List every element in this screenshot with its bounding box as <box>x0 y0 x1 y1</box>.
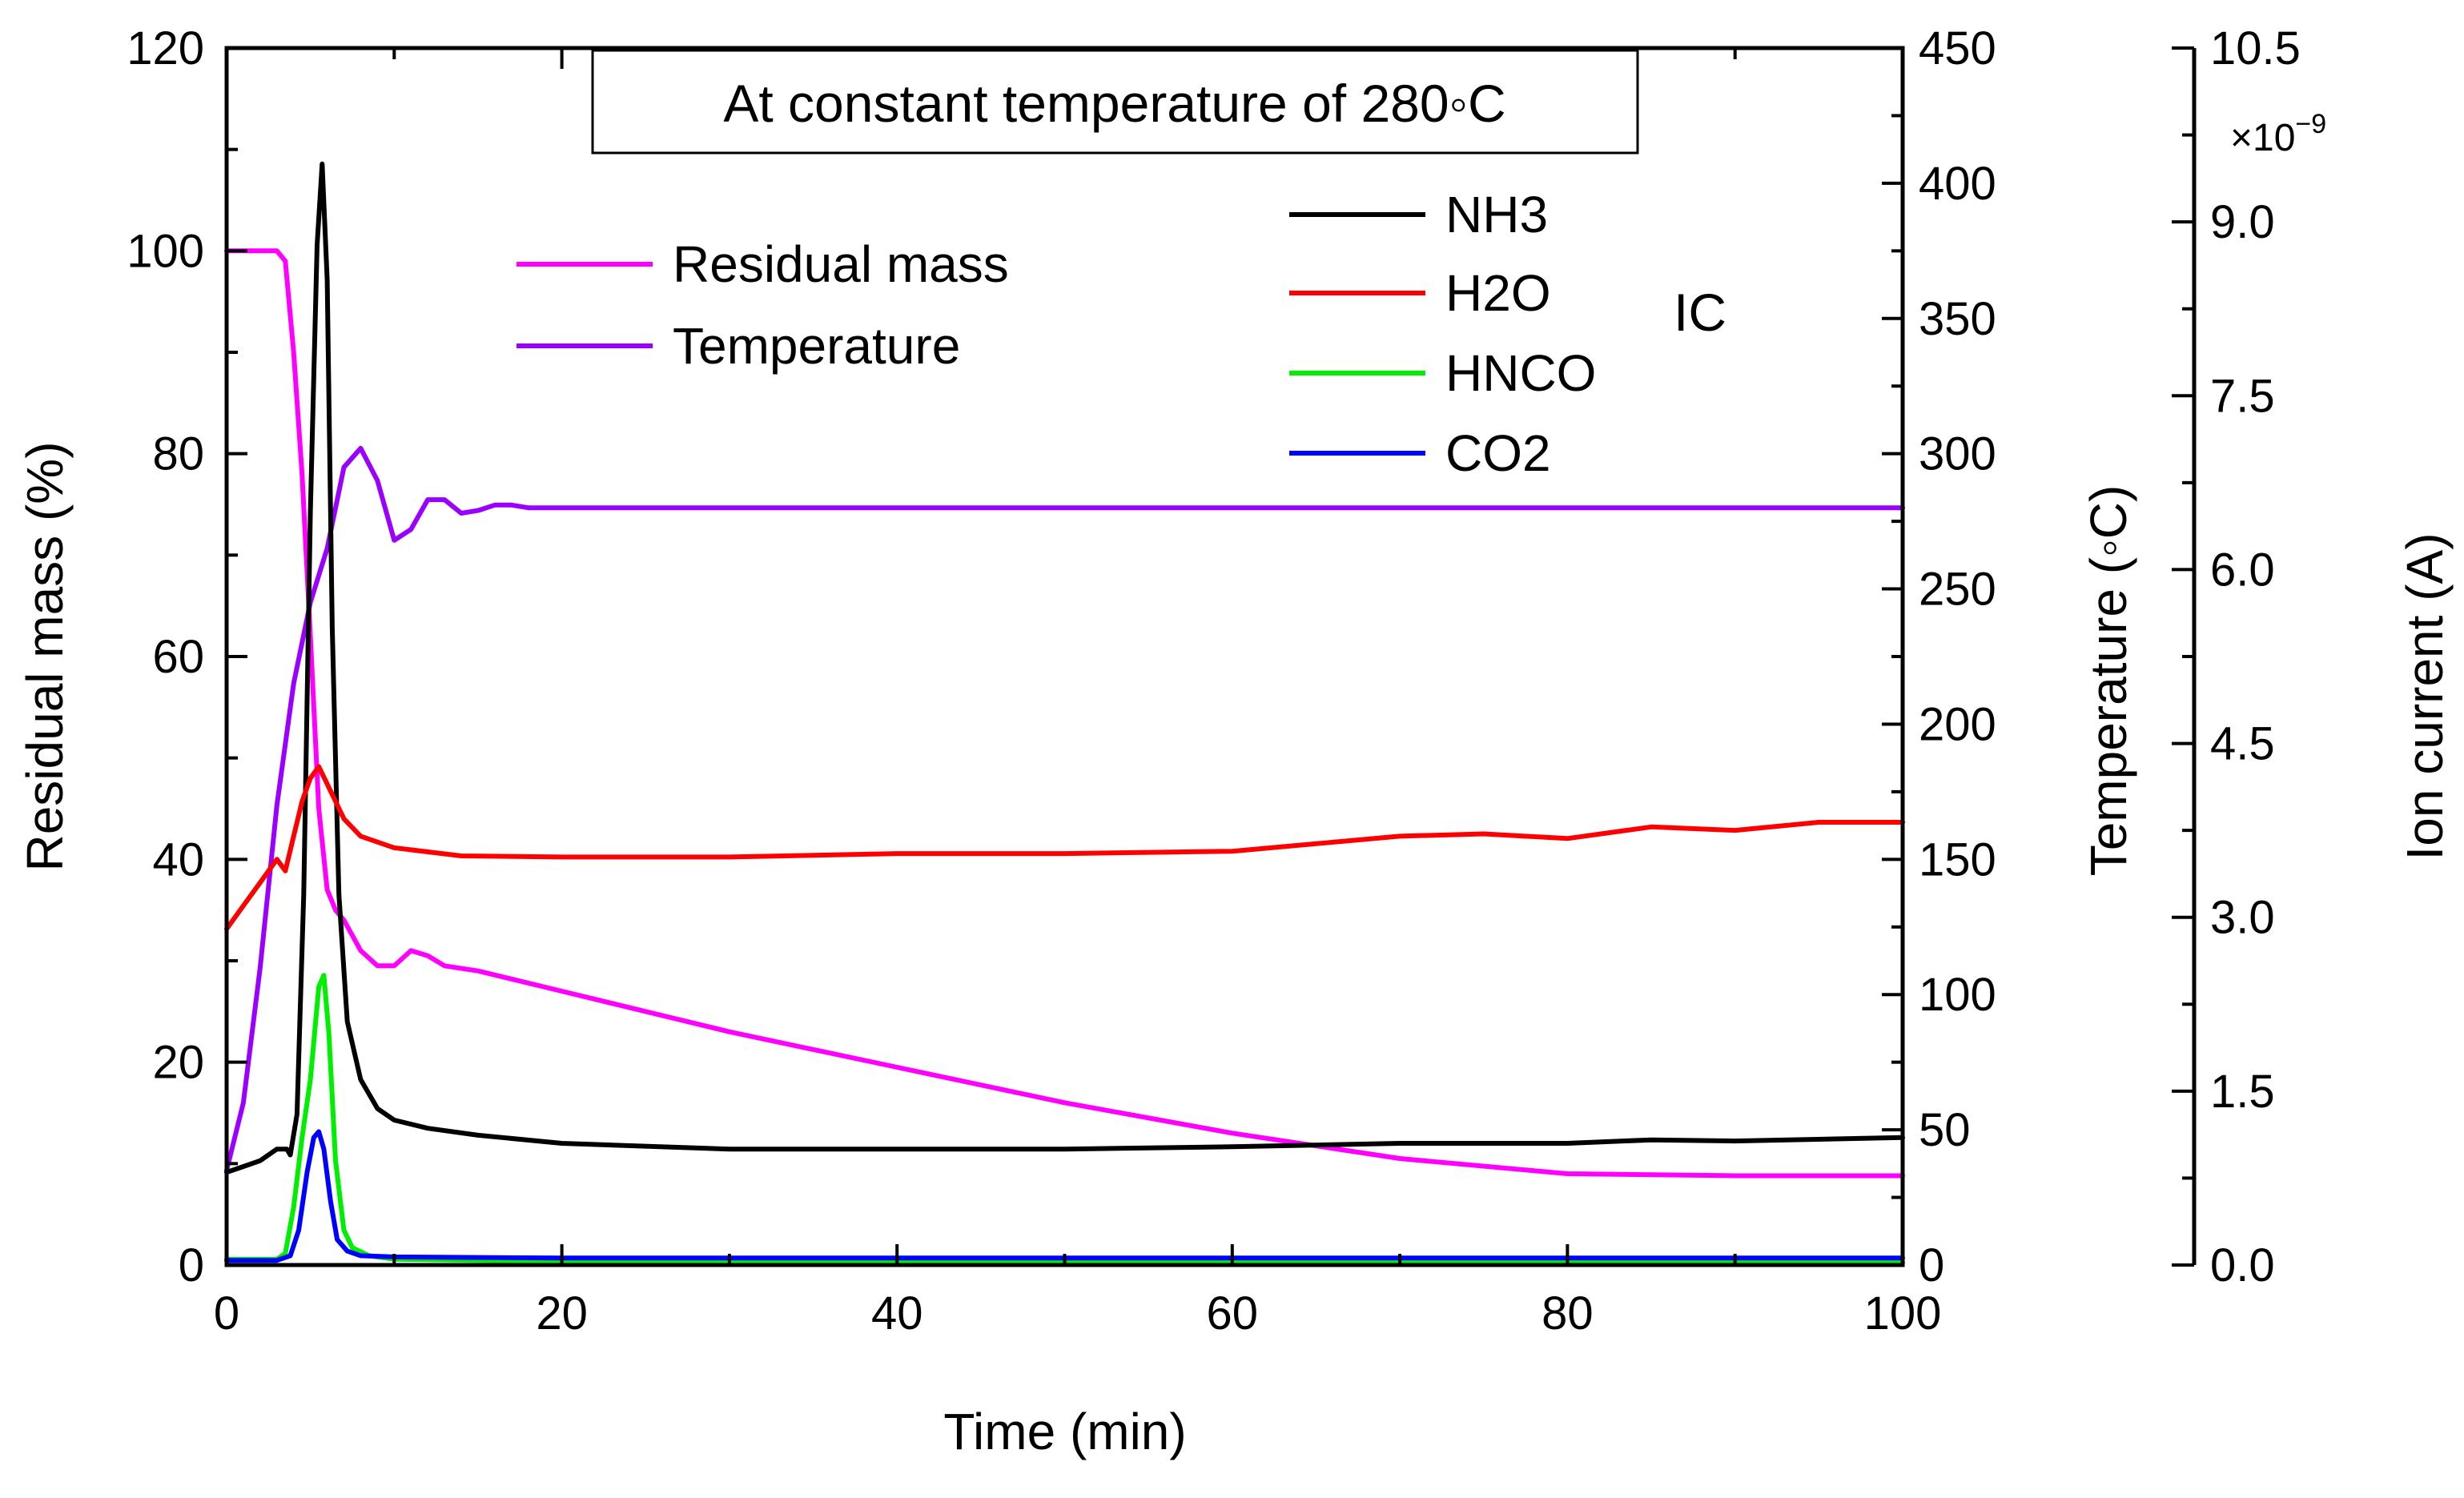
y-tick-label-temperature: 450 <box>1919 22 1996 74</box>
legend-label-hnco: HNCO <box>1445 344 1596 402</box>
legend-label-h2o: H2O <box>1445 264 1551 322</box>
x-tick-label: 0 <box>214 1287 239 1339</box>
plot-frame <box>224 46 1905 1267</box>
series-line-hnco <box>224 973 1905 1266</box>
y-tick-label-mass: 0 <box>179 1239 204 1291</box>
axes: 0 20 40 60 80 1000204060801001200501001502002… <box>127 22 2301 1339</box>
x-tick-label: 20 <box>536 1287 588 1339</box>
y-tick-label-temperature: 150 <box>1919 833 1996 886</box>
y-tick-label-mass: 60 <box>152 631 204 683</box>
plot-series <box>224 161 1905 1266</box>
annotation-box <box>591 49 1639 155</box>
y-tick-label-ion: 10.5 <box>2210 22 2301 74</box>
ion-multiplier-base: ×10 <box>2230 117 2295 159</box>
y-tick-label-temperature: 400 <box>1919 158 1996 210</box>
legend-label-co2: CO2 <box>1445 424 1551 482</box>
legend-label-residual-mass: Residual mass <box>673 235 1009 293</box>
y-tick-label-ion: 0.0 <box>2210 1239 2275 1291</box>
y-tick-label-ion: 6.0 <box>2210 544 2275 596</box>
series-line-h2o <box>224 764 1905 932</box>
y-tick-label-ion: 4.5 <box>2210 718 2275 770</box>
y-tick-label-ion: 1.5 <box>2210 1066 2275 1118</box>
y-tick-label-ion: 3.0 <box>2210 892 2275 944</box>
legend-left: Residual mass Temperature <box>517 235 1009 375</box>
y-tick-label-temperature: 300 <box>1919 428 1996 480</box>
y-tick-label-temperature: 0 <box>1919 1239 1944 1291</box>
series-line-temperature <box>224 445 1905 1173</box>
series-line-residual-mass <box>224 248 1905 1179</box>
x-tick-label: 40 <box>871 1287 923 1339</box>
x-tick-label: 100 <box>1864 1287 1942 1339</box>
ion-multiplier-exponent: −9 <box>2295 109 2326 139</box>
y-tick-label-temperature: 350 <box>1919 293 1996 345</box>
y-axis-title-mass: Residual mass (%) <box>16 441 74 871</box>
annotation-text: At constant temperature of 280◦C <box>723 74 1505 133</box>
x-tick-label: 60 <box>1207 1287 1259 1339</box>
y-tick-label-mass: 100 <box>127 225 204 277</box>
y-tick-label-mass: 120 <box>127 22 204 74</box>
y-axis-title-ion: Ion current (A) <box>2396 532 2454 860</box>
series-line-co2 <box>224 1129 1905 1263</box>
legend-right: NH3 H2O HNCO CO2 <box>1289 186 1596 482</box>
y-tick-label-temperature: 100 <box>1919 969 1996 1021</box>
y-tick-label-mass: 20 <box>152 1037 204 1089</box>
y-tick-label-mass: 40 <box>152 833 204 886</box>
legend-label-temperature: Temperature <box>673 317 960 375</box>
y-axis-title-temperature: Temperature (◦C) <box>2080 485 2137 877</box>
y-tick-label-temperature: 250 <box>1919 564 1996 616</box>
series-line-nh3 <box>224 161 1905 1175</box>
ion-multiplier: ×10−9 <box>2230 109 2326 159</box>
y-tick-label-temperature: 200 <box>1919 698 1996 750</box>
y-tick-label-mass: 80 <box>152 428 204 480</box>
y-tick-label-ion: 7.5 <box>2210 370 2275 422</box>
y-tick-label-ion: 9.0 <box>2210 196 2275 248</box>
legend-label-nh3: NH3 <box>1445 186 1548 243</box>
x-axis-title: Time (min) <box>943 1403 1186 1460</box>
y-tick-label-temperature: 50 <box>1919 1104 1971 1156</box>
ic-label: IC <box>1674 283 1726 342</box>
x-tick-label: 80 <box>1542 1287 1594 1339</box>
